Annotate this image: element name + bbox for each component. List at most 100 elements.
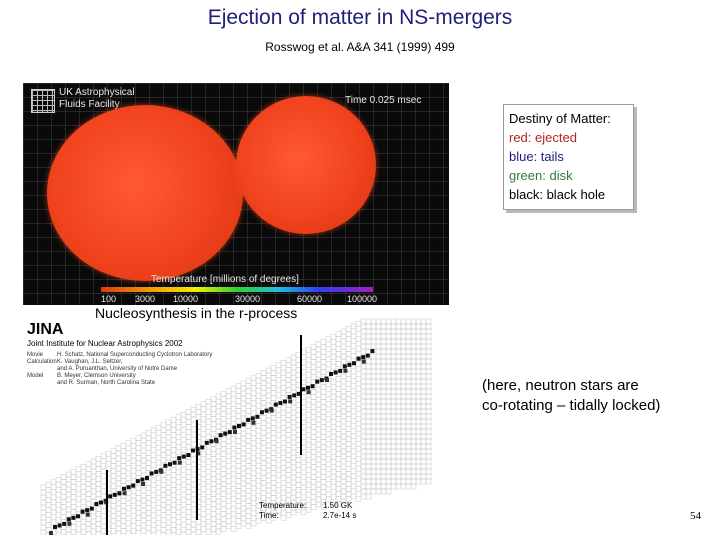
nuclide-cell — [360, 478, 367, 485]
nuclide-cell — [335, 461, 342, 467]
nuclide-cell — [365, 478, 372, 485]
nuclide-cell — [185, 409, 192, 415]
legend-blue: blue: tails — [509, 149, 564, 164]
nuclide-cell — [180, 486, 187, 493]
nuclide-cell — [205, 493, 212, 500]
nuclide-cell — [400, 323, 407, 330]
nuclide-cell — [130, 437, 137, 444]
nuclide-cell — [185, 499, 192, 505]
nuclide-cell — [245, 388, 252, 394]
nuclide-cell — [375, 353, 382, 360]
nuclide-cell — [340, 458, 347, 465]
nuclide-cell — [225, 518, 232, 525]
nuclide-cell — [265, 432, 272, 439]
nuclide-cell — [40, 524, 47, 531]
nuclide-cell — [345, 431, 352, 437]
nuclide-cell — [230, 400, 237, 407]
nuclide-cell — [165, 424, 172, 431]
nuclide-cell — [225, 498, 232, 505]
nuclide-cell — [345, 391, 352, 397]
nuclide-cell — [420, 318, 427, 325]
nuclide-cell — [395, 443, 402, 450]
nuclide-cell — [340, 443, 347, 450]
nuclide-cell — [385, 458, 392, 465]
nuclide-cell — [240, 440, 247, 447]
nuclide-cell — [405, 468, 412, 475]
nuclide-cell — [75, 506, 82, 513]
nuclide-cell — [200, 496, 207, 503]
nuclide-cell — [365, 438, 372, 445]
nuclide-cell — [135, 500, 142, 506]
nuclide-cell — [185, 434, 192, 440]
nuclide-cell — [320, 384, 327, 390]
nuclide-cell — [390, 453, 397, 460]
abundance-cell — [196, 451, 201, 456]
nuclide-cell — [45, 522, 52, 528]
nuclide-cell — [365, 343, 372, 350]
nuclide-cell — [345, 346, 352, 352]
nuclide-cell — [190, 531, 197, 535]
nuclide-cell — [335, 451, 342, 457]
nuclide-cell — [380, 348, 387, 355]
nuclide-cell — [270, 460, 277, 466]
nuclide-cell — [315, 341, 322, 348]
nuclide-cell — [300, 489, 307, 496]
nuclide-cell — [165, 449, 172, 456]
nuclide-cell — [190, 436, 197, 443]
abundance-cell — [126, 485, 131, 490]
nuclide-cell — [165, 439, 172, 446]
nuclide-cell — [340, 448, 347, 455]
nuclide-cell — [270, 365, 277, 371]
nuclide-cell — [150, 427, 157, 434]
nuclide-cell — [370, 403, 377, 410]
nuclide-cell — [245, 378, 252, 384]
nuclide-cell — [120, 463, 127, 469]
nuclide-cell — [90, 528, 97, 535]
nuclide-cell — [215, 468, 222, 475]
nuclide-cell — [310, 439, 317, 445]
nuclide-cell — [325, 426, 332, 433]
note-line2: co-rotating – tidally locked) — [482, 397, 661, 414]
nuclide-cell — [185, 419, 192, 425]
nuclide-cell — [410, 413, 417, 420]
nuclide-cell — [310, 349, 317, 355]
nuclide-cell — [310, 489, 317, 495]
nuclide-cell — [185, 504, 192, 510]
abundance-cell — [250, 416, 255, 421]
nuclide-cell — [145, 445, 152, 451]
nuclide-cell — [400, 398, 407, 405]
nuclide-cell — [350, 413, 357, 420]
nuclide-cell — [370, 363, 377, 370]
nuclide-cell — [270, 385, 277, 391]
abundance-cell — [76, 514, 80, 519]
nuclide-cell — [185, 529, 192, 535]
nuclide-cell — [395, 318, 402, 325]
nuclide-cell — [220, 511, 227, 517]
nuclide-cell — [150, 462, 157, 469]
nuclide-cell — [145, 495, 152, 501]
note-line1: (here, neutron stars are — [482, 377, 639, 394]
nuclide-cell — [365, 418, 372, 425]
nuclide-cell — [400, 373, 407, 380]
nuclide-cell — [45, 512, 52, 518]
nuclide-cell — [395, 338, 402, 345]
nuclide-cell — [350, 323, 357, 330]
abundance-cell — [117, 491, 122, 496]
nuclide-cell — [235, 453, 242, 459]
nuclide-cell — [365, 428, 372, 435]
nuclide-cell — [245, 443, 252, 449]
nuclide-cell — [80, 513, 87, 520]
abundance-cell — [122, 486, 126, 491]
nuclide-cell — [310, 474, 317, 480]
nuclide-cell — [225, 473, 232, 480]
nuclide-cell — [230, 490, 237, 497]
nuclide-cell — [50, 494, 57, 501]
nuclide-cell — [255, 432, 262, 439]
nuclide-cell — [410, 333, 417, 340]
nuclide-cell — [315, 416, 322, 423]
nuclide-cell — [365, 328, 372, 335]
nuclide-cell — [355, 335, 362, 342]
nuclide-cell — [365, 373, 372, 380]
nuclide-cell — [205, 418, 212, 425]
nuclide-cell — [330, 488, 337, 495]
